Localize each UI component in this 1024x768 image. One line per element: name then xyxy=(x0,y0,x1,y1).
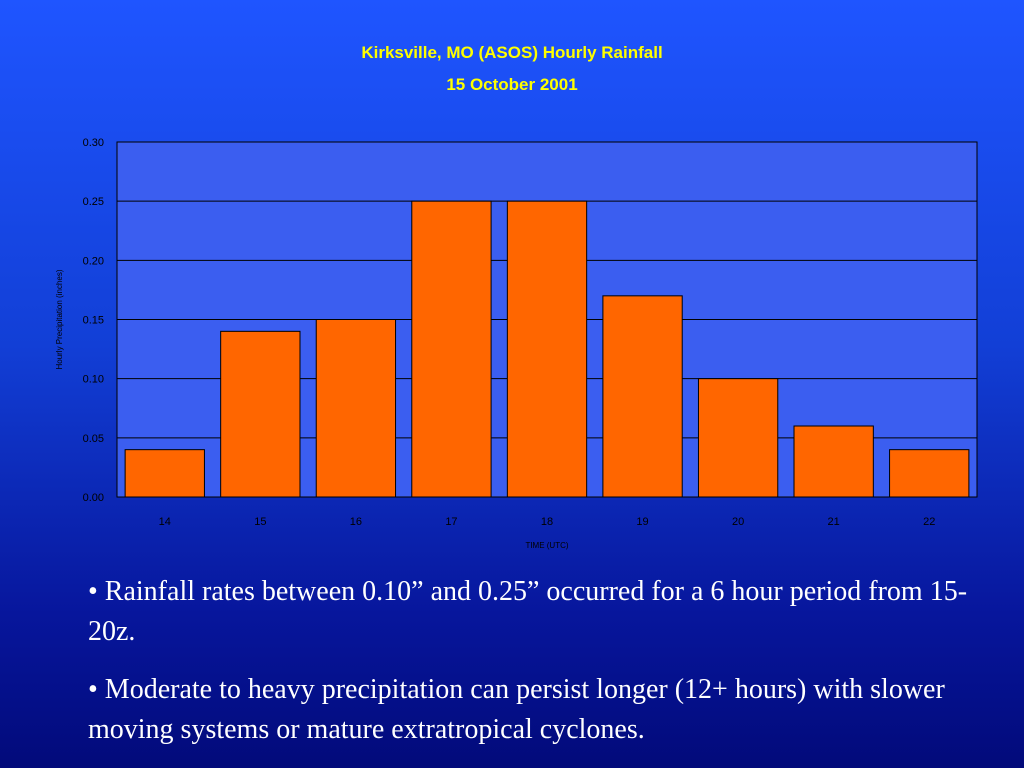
y-axis-title: Hourly Precipitation (inches) xyxy=(55,269,64,369)
y-tick-label: 0.20 xyxy=(83,255,104,267)
bars xyxy=(124,200,970,498)
bullet-item: • Moderate to heavy precipitation can pe… xyxy=(88,674,945,745)
x-tick-label: 16 xyxy=(350,516,362,528)
bar-17 xyxy=(411,200,492,498)
bar-20 xyxy=(697,378,779,498)
x-tick-label: 18 xyxy=(541,516,553,528)
x-tick-label: 19 xyxy=(636,516,648,528)
x-tick-label: 17 xyxy=(445,516,457,528)
bar-18 xyxy=(506,200,588,498)
bar-21 xyxy=(793,425,874,498)
bar-16 xyxy=(315,319,397,498)
bar-14 xyxy=(124,449,205,498)
x-axis-title: TIME (UTC) xyxy=(525,541,568,550)
y-tick-label: 0.15 xyxy=(83,315,104,327)
y-tick-label: 0.00 xyxy=(83,492,104,504)
bullet-item: • Rainfall rates between 0.10” and 0.25”… xyxy=(88,576,968,647)
x-tick-label: 20 xyxy=(732,516,744,528)
bullet-list: • Rainfall rates between 0.10” and 0.25”… xyxy=(88,572,988,768)
chart-title: Kirksville, MO (ASOS) Hourly Rainfall xyxy=(361,43,663,62)
bar-22 xyxy=(889,449,970,498)
x-tick-label: 22 xyxy=(923,516,935,528)
y-tick-label: 0.25 xyxy=(83,196,104,208)
x-tick-label: 14 xyxy=(159,516,171,528)
bar-15 xyxy=(220,330,301,498)
x-tick-label: 15 xyxy=(254,516,266,528)
chart-subtitle: 15 October 2001 xyxy=(446,75,578,94)
y-tick-label: 0.30 xyxy=(83,137,104,149)
x-tick-label: 21 xyxy=(828,516,840,528)
bar-19 xyxy=(602,295,683,498)
y-tick-label: 0.05 xyxy=(83,433,104,445)
rainfall-bar-chart: 0.000.050.100.150.200.250.30 14 15 16 17 18 1… xyxy=(55,137,978,550)
x-tick-labels: 14 15 16 17 18 19 20 21 22 xyxy=(159,516,936,528)
y-tick-labels: 0.00 0.05 0.10 0.15 0.20 0.25 0.30 xyxy=(83,137,104,504)
y-tick-label: 0.10 xyxy=(83,374,104,386)
